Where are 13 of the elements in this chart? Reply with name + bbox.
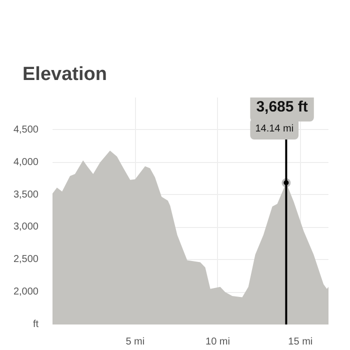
y-tick-label: 2,000: [13, 286, 39, 298]
x-tick-label: 15 mi: [288, 336, 313, 348]
y-tick-label: ft: [32, 319, 39, 330]
y-tick-label: 3,000: [13, 222, 39, 233]
annotation: 3,685 ft: [256, 98, 308, 116]
y-tick-label: 4,500: [13, 124, 39, 136]
x-tick-label: 5 mi: [126, 336, 145, 348]
y-tick-label: 4,000: [13, 156, 39, 168]
x-tick-label: 10 mi: [206, 336, 230, 348]
chart-title: Elevation: [22, 64, 107, 85]
y-tick-label: 3,500: [13, 189, 39, 200]
y-tick-label: 2,500: [13, 254, 39, 266]
annotation: 14.14 mi: [255, 124, 294, 134]
